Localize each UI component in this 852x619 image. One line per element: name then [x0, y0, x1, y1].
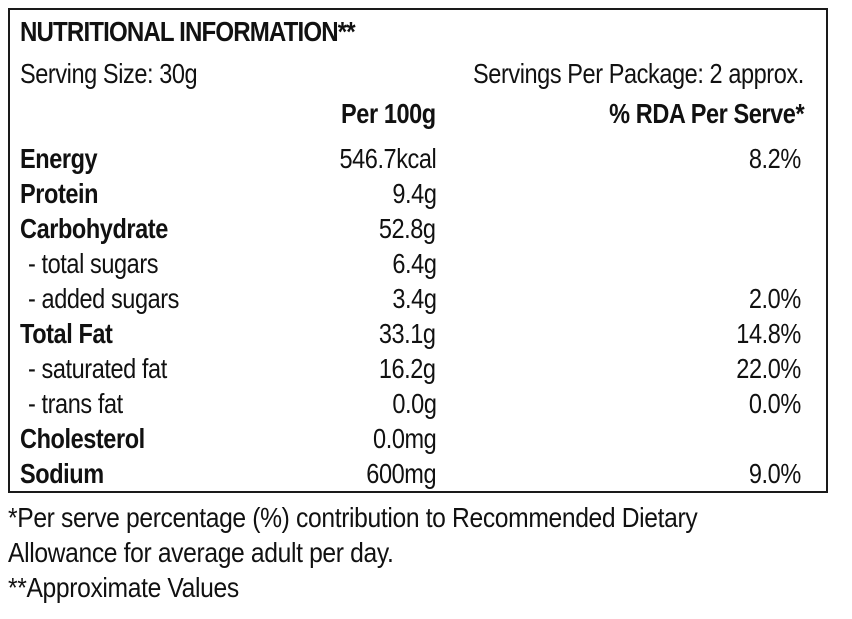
serving-size: Serving Size: 30g: [20, 58, 198, 89]
nutrient-per-100g: 0.0g: [391, 388, 437, 419]
nutrient-per-100g: 3.4g: [391, 283, 437, 314]
nutrient-per-100g: 6.4g: [391, 248, 437, 279]
nutrient-row-carbohydrate: Carbohydrate 52.8g: [10, 213, 826, 248]
nutrient-name: Carbohydrate: [20, 213, 168, 244]
column-header-per-100g: Per 100g: [341, 98, 436, 129]
nutrient-name: - total sugars: [28, 248, 159, 279]
nutrient-name: Cholesterol: [20, 423, 145, 454]
nutrient-per-100g: 52.8g: [379, 213, 436, 244]
footnote-rda-continued: Allowance for average adult per day.: [8, 537, 394, 568]
nutrient-name: Total Fat: [20, 318, 113, 349]
footnote-approximate: **Approximate Values: [8, 572, 239, 603]
panel-title: NUTRITIONAL INFORMATION**: [20, 16, 356, 47]
nutrient-per-100g: 16.2g: [379, 353, 436, 384]
nutrient-name: Sodium: [20, 458, 104, 489]
servings-per-package: Servings Per Package: 2 approx.: [473, 58, 804, 89]
nutrient-row-protein: Protein 9.4g: [10, 178, 826, 213]
nutrient-rda: 22.0%: [736, 353, 801, 384]
nutrient-rda: 0.0%: [749, 388, 801, 419]
nutrient-rda: 14.8%: [736, 318, 801, 349]
nutrient-rda: 9.0%: [749, 458, 801, 489]
footnote-rda: *Per serve percentage (%) contribution t…: [8, 502, 698, 533]
nutrition-panel: NUTRITIONAL INFORMATION** Serving Size: …: [8, 8, 828, 493]
nutrient-name: - trans fat: [28, 388, 123, 419]
nutrient-per-100g: 546.7kcal: [339, 143, 436, 174]
nutrient-per-100g: 9.4g: [391, 178, 437, 209]
nutrient-name: - added sugars: [28, 283, 180, 314]
column-header-rda: % RDA Per Serve*: [608, 98, 804, 129]
nutrient-per-100g: 33.1g: [379, 318, 436, 349]
nutrient-row-total-fat: Total Fat 33.1g 14.8%: [10, 318, 826, 353]
nutrient-per-100g: 600mg: [366, 458, 436, 489]
nutrient-row-sodium: Sodium 600mg 9.0%: [10, 458, 826, 493]
nutrient-rda: 8.2%: [749, 143, 801, 174]
nutrient-name: Energy: [20, 143, 98, 174]
nutrient-row-trans-fat: - trans fat 0.0g 0.0%: [10, 388, 826, 423]
nutrient-row-saturated-fat: - saturated fat 16.2g 22.0%: [10, 353, 826, 388]
nutrient-rda: 2.0%: [749, 283, 801, 314]
nutrient-row-total-sugars: - total sugars 6.4g: [10, 248, 826, 283]
nutrient-per-100g: 0.0mg: [372, 423, 437, 454]
nutrient-row-energy: Energy 546.7kcal 8.2%: [10, 143, 826, 178]
nutrient-name: Protein: [20, 178, 99, 209]
nutrient-name: - saturated fat: [28, 353, 167, 384]
nutrient-row-added-sugars: - added sugars 3.4g 2.0%: [10, 283, 826, 318]
nutrient-row-cholesterol: Cholesterol 0.0mg: [10, 423, 826, 458]
